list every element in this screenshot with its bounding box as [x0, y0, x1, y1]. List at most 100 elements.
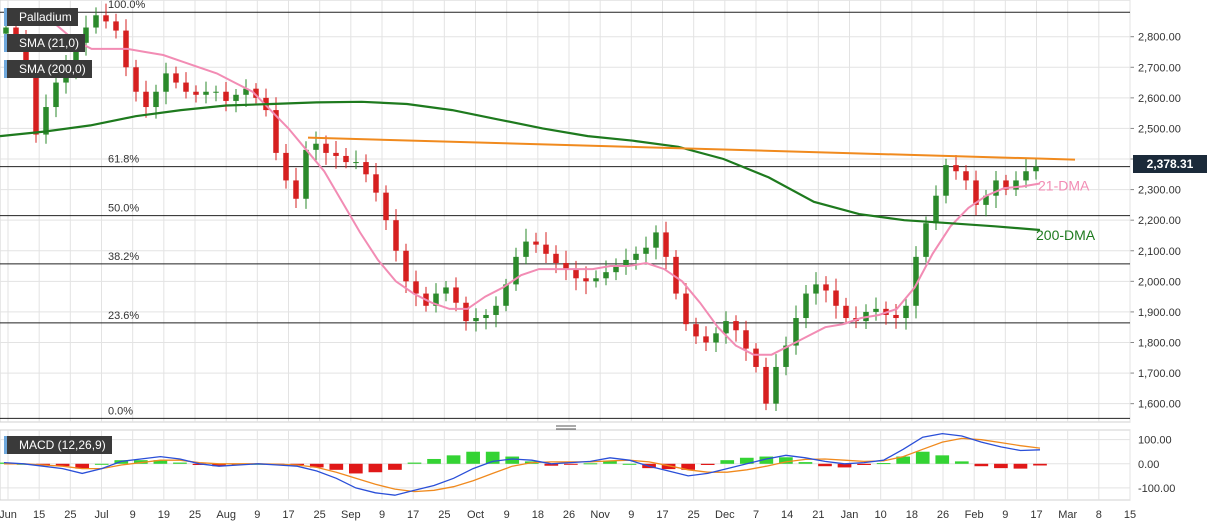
candle-body [893, 314, 899, 319]
candle-body [313, 143, 319, 150]
candle-body [303, 149, 309, 199]
x-tick-label: Oct [467, 509, 484, 521]
candle-body [23, 42, 29, 71]
candle-body [523, 241, 529, 257]
candle-body [503, 284, 509, 306]
candle-body [103, 15, 109, 22]
candle-body [903, 305, 909, 319]
fib-level-label: 100.0% [108, 0, 146, 11]
macd-line [3, 432, 1041, 496]
y-tick-label: 1,600.00 [1138, 399, 1181, 411]
candle-body [933, 195, 939, 224]
x-tick-label: Jan [841, 509, 859, 521]
candle-body [363, 162, 369, 175]
candle-body [793, 318, 799, 346]
macd-histogram-bar [544, 463, 559, 466]
x-tick-label: 17 [407, 509, 419, 521]
x-tick-label: 9 [254, 509, 260, 521]
sma21-line [19, 11, 1041, 356]
candle-body [533, 241, 539, 245]
x-tick-label: 10 [875, 509, 887, 521]
x-tick-label: 18 [532, 509, 544, 521]
x-tick-label: 21 [812, 509, 824, 521]
x-tick-label: Dec [715, 509, 735, 521]
candle-body [173, 73, 179, 83]
x-tick-label: Jun [0, 509, 17, 521]
legend-sma200-label: SMA (200,0) [19, 62, 86, 76]
candle-body [353, 162, 359, 164]
candle-body [473, 318, 479, 322]
candle-body [283, 152, 289, 181]
x-tick-label: 25 [314, 509, 326, 521]
macd-histogram-bar [837, 463, 852, 468]
x-tick-label: 19 [158, 509, 170, 521]
legend-instrument-label: Palladium [19, 10, 72, 24]
x-tick-label: Mar [1058, 509, 1077, 521]
candle-body [83, 27, 89, 43]
candle-body [93, 15, 99, 28]
candle-body [733, 321, 739, 331]
main-plot-border [0, 0, 1131, 423]
y-tick-label: 2,800.00 [1138, 32, 1181, 44]
x-tick-label: Nov [590, 509, 610, 521]
candle-body [543, 244, 549, 254]
y-tick-label: 1,900.00 [1138, 307, 1181, 319]
macd-histogram-bar [915, 451, 930, 464]
candle-body [203, 91, 209, 95]
macd-histogram-bar [75, 463, 90, 469]
macd-histogram-bar [427, 458, 441, 464]
macd-histogram-bar [1033, 463, 1047, 466]
y-tick-label: 1,700.00 [1138, 368, 1181, 380]
y-tick-label: 2,500.00 [1138, 123, 1181, 135]
candle-body [143, 91, 149, 108]
fib-level-label: 61.8% [108, 154, 139, 166]
candle-body [1033, 166, 1039, 172]
candle-body [243, 88, 249, 95]
candle-body [633, 253, 639, 260]
candle-body [763, 366, 769, 404]
candle-body [983, 195, 989, 205]
last-price-tag: 2,378.31 [1133, 155, 1207, 173]
x-tick-label: 8 [1096, 509, 1102, 521]
macd-histogram-bar [759, 456, 774, 464]
legend-macd-label: MACD (12,26,9) [19, 438, 106, 452]
legend-sma21: SMA (21,0) [4, 34, 86, 52]
macd-histogram-bar [309, 463, 324, 468]
x-tick-label: 17 [656, 509, 668, 521]
candle-body [943, 165, 949, 196]
x-tick-label: 17 [282, 509, 294, 521]
macd-histogram-bar [1013, 463, 1028, 469]
legend-sma200: SMA (200,0) [4, 60, 92, 78]
candle-body [813, 284, 819, 294]
annotation-21dma: 21-DMA [1038, 178, 1090, 194]
candle-body [393, 220, 399, 251]
x-tick-label: 26 [937, 509, 949, 521]
fib-level-label: 50.0% [108, 203, 139, 215]
candle-body [293, 180, 299, 199]
candle-body [753, 348, 759, 367]
candle-body [573, 269, 579, 279]
legend-sma21-label: SMA (21,0) [19, 36, 80, 50]
candle-body [713, 333, 719, 343]
fib-level-label: 0.0% [108, 405, 133, 417]
macd-histogram-bar [349, 463, 363, 474]
macd-tick-label: 0.00 [1138, 459, 1159, 471]
candle-body [583, 278, 589, 282]
macd-histogram-bar [466, 451, 480, 464]
candle-body [443, 287, 449, 294]
candle-body [1003, 180, 1009, 190]
macd-histogram-bar [153, 460, 168, 464]
macd-histogram-bar [896, 456, 911, 464]
annotation-200dma: 200-DMA [1036, 227, 1096, 243]
candle-body [413, 281, 419, 294]
macd-histogram-bar [720, 460, 735, 464]
candle-body [743, 330, 749, 349]
x-tick-label: 14 [781, 509, 793, 521]
candle-body [783, 345, 789, 367]
macd-histogram-bar [329, 463, 344, 470]
candle-body [483, 314, 489, 319]
y-tick-label: 2,700.00 [1138, 62, 1181, 74]
candle-body [593, 278, 599, 282]
macd-signal-line [4, 437, 1041, 493]
